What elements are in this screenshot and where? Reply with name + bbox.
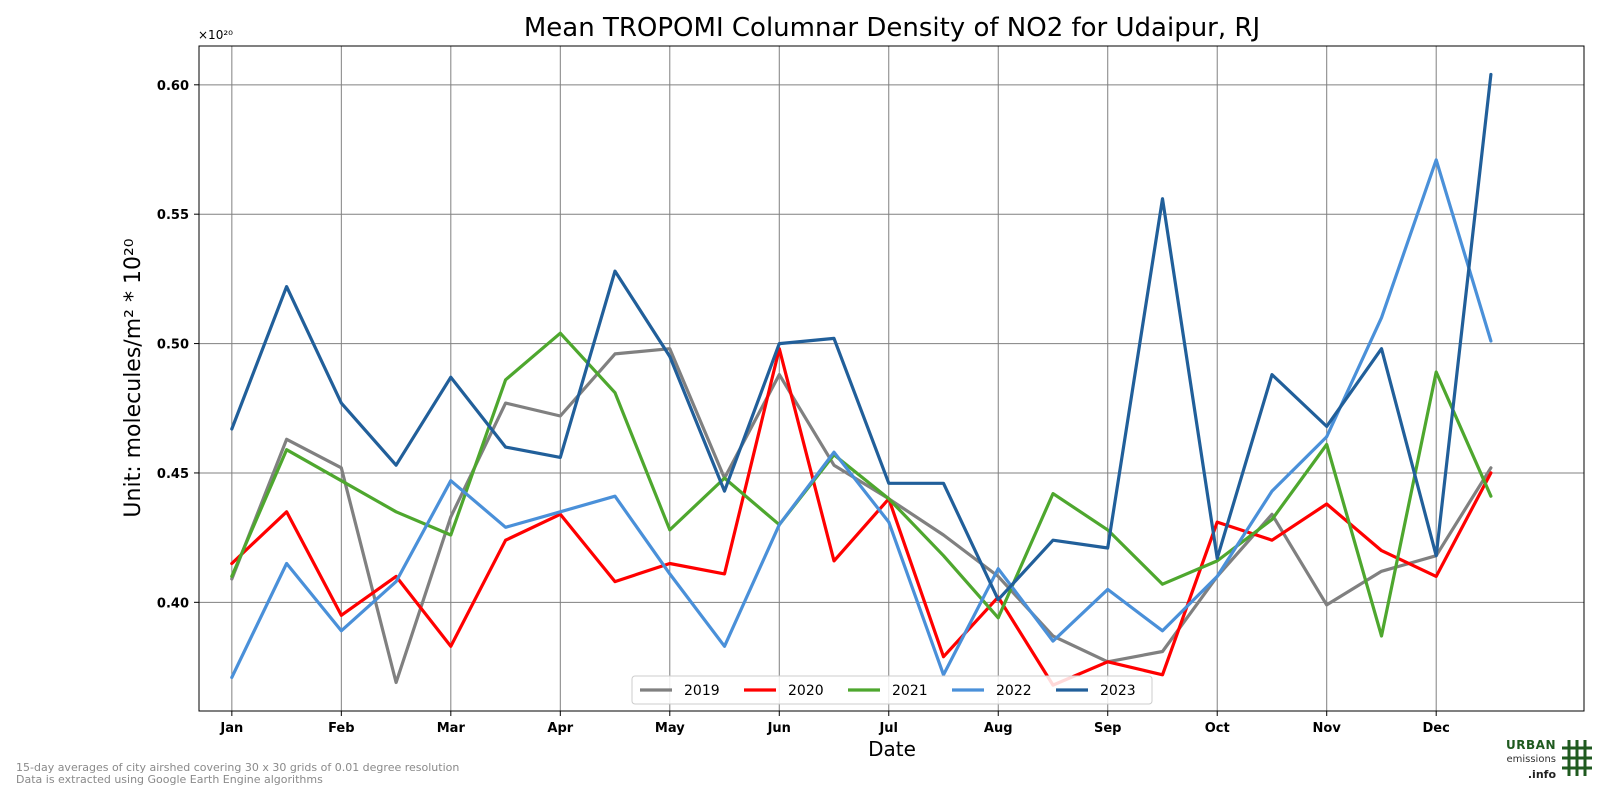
y-axis-label: Unit: molecules/m² * 10²⁰ <box>121 238 146 517</box>
series-line-2021 <box>230 331 1493 638</box>
logo-line1: URBAN <box>1506 738 1556 752</box>
x-tick-label: Mar <box>437 721 466 736</box>
footnote-line2: Data is extracted using Google Earth Eng… <box>16 773 323 786</box>
x-tick-label: Jun <box>767 721 791 736</box>
grid <box>199 46 1584 711</box>
y-tick-label: 0.40 <box>157 596 189 611</box>
footnote-line1: 15-day averages of city airshed covering… <box>16 761 460 774</box>
series-line-2023 <box>230 72 1493 602</box>
x-tick-label: May <box>655 721 685 736</box>
y-offset-label: ×10²⁰ <box>198 28 233 42</box>
series-line-2022 <box>230 158 1493 680</box>
series-line-2020 <box>230 347 1493 687</box>
x-tick-label: Nov <box>1313 721 1342 736</box>
chart-title: Mean TROPOMI Columnar Density of NO2 for… <box>524 13 1260 43</box>
x-tick-label: Jan <box>219 721 243 736</box>
legend-label-2022: 2022 <box>996 683 1032 699</box>
x-tick-label: Apr <box>547 721 573 736</box>
x-tick-label: Feb <box>328 721 354 736</box>
legend-label-2020: 2020 <box>788 683 824 699</box>
y-tick-label: 0.50 <box>157 338 189 353</box>
legend: 2019 2020 2021 2022 2023 <box>631 675 1153 705</box>
x-tick-label: Dec <box>1423 721 1450 736</box>
x-tick-label: Oct <box>1205 721 1230 736</box>
legend-label-2019: 2019 <box>684 683 720 699</box>
plot-frame <box>198 45 1585 712</box>
legend-box <box>631 675 1153 705</box>
logo-line2: emissions <box>1506 754 1556 765</box>
series-line-2019 <box>230 347 1493 685</box>
legend-label-2021: 2021 <box>892 683 928 699</box>
x-axis-label: Date <box>868 737 916 761</box>
y-tick-label: 0.60 <box>157 79 189 94</box>
y-tick-label: 0.45 <box>157 467 189 482</box>
logo-grid-icon <box>1562 740 1592 776</box>
legend-label-2023: 2023 <box>1100 683 1136 699</box>
axis-ticks: Jan Feb Mar Apr May Jun Jul Aug Sep Oct Nov Dec 0.40… <box>157 79 1450 736</box>
logo-line3: .info <box>1527 768 1556 781</box>
x-tick-label: Aug <box>984 721 1013 736</box>
urbanemissions-logo: URBAN emissions .info <box>1502 736 1594 796</box>
series-lines <box>230 72 1493 687</box>
x-tick-label: Sep <box>1094 721 1122 736</box>
y-tick-label: 0.55 <box>157 208 189 223</box>
x-tick-label: Jul <box>878 721 898 736</box>
